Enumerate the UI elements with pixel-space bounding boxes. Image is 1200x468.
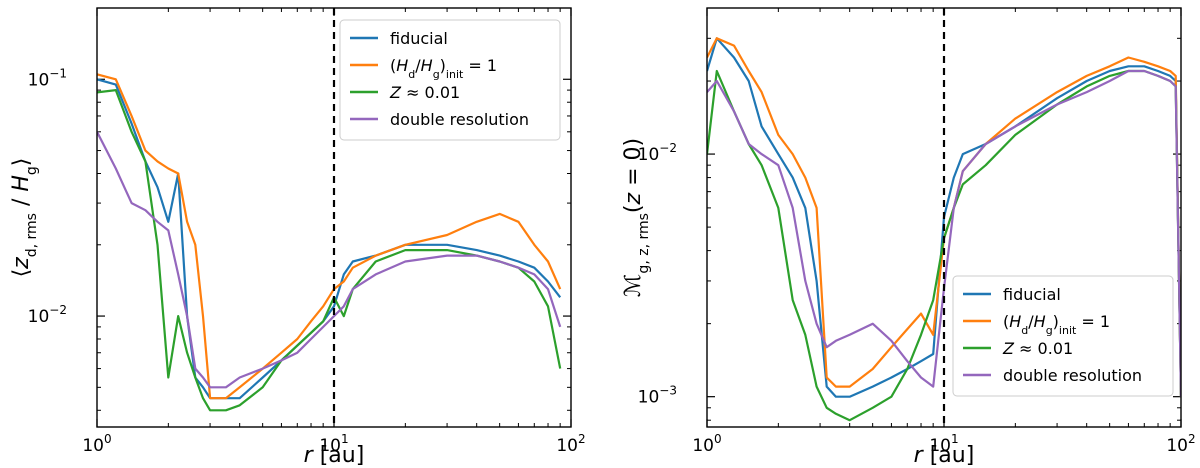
series-line-3 [97, 131, 562, 389]
plot-frame [96, 7, 572, 428]
x-tick-label: 100 [82, 432, 111, 456]
legend-label-1: (Hd/Hg)init = 1 [1003, 312, 1110, 337]
legend-label-2: Z ≈ 0.01 [389, 83, 460, 102]
legend-label-0: fiducial [1003, 285, 1061, 304]
y-axis-label: ℳg, z, rms(z = 0) [621, 138, 652, 297]
y-tick-label: 10−2 [638, 141, 677, 165]
legend-label-3: double resolution [1003, 366, 1142, 385]
plot-frame [706, 7, 1182, 428]
y-tick-label: 10−1 [28, 66, 67, 90]
legend-box [952, 275, 1174, 397]
legend-label-3: double resolution [390, 110, 529, 129]
y-tick-label: 10−3 [638, 384, 677, 408]
series-line-1 [97, 73, 562, 400]
x-tick-label: 101 [929, 432, 958, 456]
y-tick-label: 10−2 [28, 303, 67, 327]
x-axis-label: r [au] [914, 443, 975, 468]
series-group [707, 37, 1181, 422]
legend-label-1: (Hd/Hg)init = 1 [390, 56, 497, 81]
x-tick-label: 102 [556, 432, 585, 456]
legend-box [339, 19, 561, 141]
legend-label-0: fiducial [390, 29, 448, 48]
series-line-1 [707, 37, 1181, 397]
right-panel: 100 101 102 10−3 10−2 r [au] ℳg, z, rms(z = 0)… [621, 7, 1196, 468]
series-line-0 [707, 37, 1181, 398]
x-axis-label: r [au] [304, 443, 365, 468]
x-tick-label: 101 [319, 432, 348, 456]
y-axis-label: ⟨zd, rms / Hg⟩ [9, 158, 40, 278]
legend-label-2: Z ≈ 0.01 [1002, 339, 1073, 358]
left-panel: 100 101 102 10−2 10−1 r [au] ⟨zd, rms / Hg⟩ fid… [9, 7, 586, 468]
series-group [97, 73, 562, 412]
series-line-3 [707, 69, 1181, 397]
x-tick-label: 100 [692, 432, 721, 456]
x-tick-label: 102 [1166, 432, 1195, 456]
